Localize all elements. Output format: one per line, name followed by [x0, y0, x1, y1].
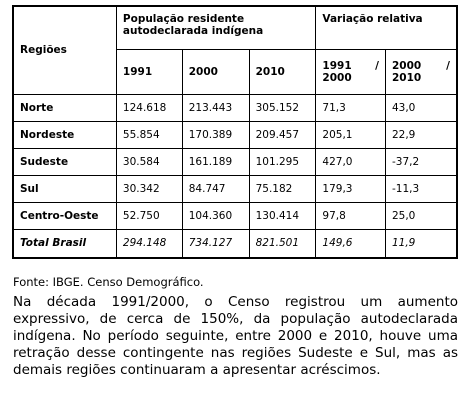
source-note: Fonte: IBGE. Censo Demográfico.	[13, 275, 204, 289]
cell: 209.457	[248, 120, 317, 149]
cell: 11,9	[384, 228, 458, 259]
cell: 101.295	[248, 147, 317, 176]
cell: 294.148	[115, 228, 183, 259]
header-cell: Regiões	[12, 5, 117, 95]
data-row: Sul 30.342 84.747 75.182 179,3 -11,3	[12, 174, 458, 203]
row-label: Sudeste	[12, 147, 117, 176]
cell: 30.584	[115, 147, 183, 176]
header-row: Regiões População residente autodeclarada…	[12, 5, 458, 95]
cell: 84.747	[181, 174, 250, 203]
data-row: Sudeste 30.584 161.189 101.295 427,0 -37,2	[12, 147, 458, 176]
paragraph: Na década 1991/2000, o Censo registrou u…	[13, 294, 458, 378]
row-label: Centro-Oeste	[12, 201, 117, 230]
header-cell: 1991	[115, 48, 183, 95]
cell: 124.618	[115, 93, 183, 122]
cell: 22,9	[384, 120, 458, 149]
cell: 25,0	[384, 201, 458, 230]
cell: 734.127	[181, 228, 250, 259]
cell: 75.182	[248, 174, 317, 203]
cell: 170.389	[181, 120, 250, 149]
cell: 55.854	[115, 120, 183, 149]
cell: 97,8	[315, 201, 386, 230]
total-row: Total Brasil 294.148 734.127 821.501 149,6 11…	[12, 228, 458, 259]
cell: 179,3	[315, 174, 386, 203]
cell: 71,3	[315, 93, 386, 122]
data-row: Nordeste 55.854 170.389 209.457 205,1 22,9	[12, 120, 458, 149]
row-label: Sul	[12, 174, 117, 203]
cell: 161.189	[181, 147, 250, 176]
data-row: Norte 124.618 213.443 305.152 71,3 43,0	[12, 93, 458, 122]
header-row: 1991 2000 2010 1991 / 2000 2000 / 2010	[13, 48, 458, 95]
cell: 104.360	[181, 201, 250, 230]
header-cell: 2010	[248, 48, 317, 95]
cell: 52.750	[115, 201, 183, 230]
cell: -11,3	[384, 174, 458, 203]
cell: 427,0	[315, 147, 386, 176]
cell: 821.501	[248, 228, 317, 259]
cell: 43,0	[384, 93, 458, 122]
row-label: Norte	[12, 93, 117, 122]
cell: -37,2	[384, 147, 458, 176]
cell: 213.443	[181, 93, 250, 122]
data-row: Centro-Oeste 52.750 104.360 130.414 97,8 25,0	[12, 201, 458, 230]
row-label: Total Brasil	[12, 228, 117, 259]
header-cell: Variação relativa	[315, 5, 458, 50]
data-table: Regiões População residente autodeclarada…	[12, 5, 458, 259]
header-cell: 1991 / 2000	[315, 48, 386, 95]
header-cell: População residente autodeclarada indíge…	[115, 5, 317, 50]
cell: 149,6	[315, 228, 386, 259]
header-cell: 2000 / 2010	[384, 48, 458, 95]
header-cell: 2000	[181, 48, 250, 95]
cell: 30.342	[115, 174, 183, 203]
row-label: Nordeste	[12, 120, 117, 149]
cell: 130.414	[248, 201, 317, 230]
cell: 205,1	[315, 120, 386, 149]
cell: 305.152	[248, 93, 317, 122]
